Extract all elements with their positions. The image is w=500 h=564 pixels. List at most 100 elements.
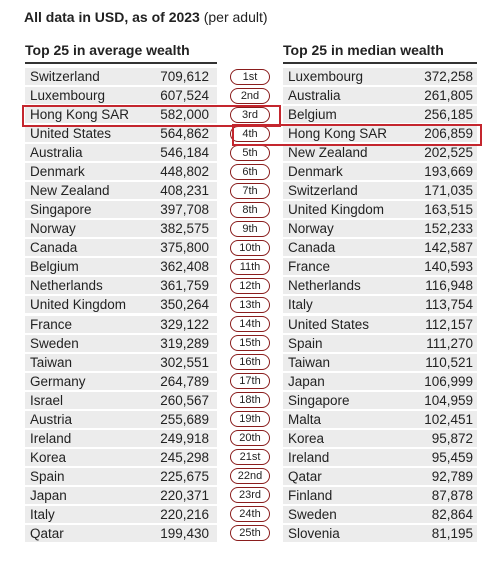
table-row: Korea 245,298 xyxy=(25,448,217,466)
table-row: Belgium 362,408 xyxy=(25,258,217,276)
country: Singapore xyxy=(288,392,350,408)
table-row: Israel 260,567 xyxy=(25,391,217,409)
rank-badge: 21st xyxy=(230,449,270,466)
country: United Kingdom xyxy=(288,202,385,218)
country: Norway xyxy=(288,221,334,237)
country: Luxembourg xyxy=(30,88,106,104)
table-row: Canada 375,800 xyxy=(25,239,217,257)
table-row: Finland 87,878 xyxy=(283,486,477,504)
table-row: Taiwan 110,521 xyxy=(283,353,477,371)
title-note: (per adult) xyxy=(203,9,268,25)
table-row: United Kingdom 350,264 xyxy=(25,296,217,314)
wealth-value: 382,575 xyxy=(160,221,209,237)
rank-badge: 7th xyxy=(230,182,270,199)
wealth-value: 350,264 xyxy=(160,297,209,313)
wealth-value: 104,959 xyxy=(424,392,473,408)
table-row: New Zealand 202,525 xyxy=(283,144,477,162)
wealth-value: 249,918 xyxy=(160,430,209,446)
country: Netherlands xyxy=(30,278,103,294)
wealth-value: 255,689 xyxy=(160,411,209,427)
country: Singapore xyxy=(30,202,92,218)
rank-badge: 22nd xyxy=(230,468,270,485)
table-row: Qatar 92,789 xyxy=(283,467,477,485)
country: Japan xyxy=(288,373,325,389)
wealth-value: 408,231 xyxy=(160,183,209,199)
rank-badge: 17th xyxy=(230,373,270,390)
rank-badge: 23rd xyxy=(230,487,270,504)
table-row: Luxembourg 607,524 xyxy=(25,87,217,105)
table-row: Switzerland 171,035 xyxy=(283,182,477,200)
country: Switzerland xyxy=(30,69,100,84)
wealth-value: 112,157 xyxy=(425,316,473,332)
country: Denmark xyxy=(30,164,85,180)
table-row: United Kingdom 163,515 xyxy=(283,201,477,219)
country: Israel xyxy=(30,392,64,408)
rank-badge: 10th xyxy=(230,239,270,256)
rank-badge: 9th xyxy=(230,220,270,237)
country: Taiwan xyxy=(288,354,331,370)
table-row: Hong Kong SAR 206,859 xyxy=(283,125,477,143)
highlight-right xyxy=(232,124,482,146)
right-rule xyxy=(283,62,477,64)
wealth-value: 152,233 xyxy=(424,221,473,237)
country: Ireland xyxy=(288,449,330,465)
table-row: Australia 261,805 xyxy=(283,87,477,105)
rank-badge: 15th xyxy=(230,335,270,352)
country: United States xyxy=(288,316,370,332)
rank-badge: 18th xyxy=(230,392,270,409)
table-row: Taiwan 302,551 xyxy=(25,353,217,371)
wealth-value: 261,805 xyxy=(424,88,473,104)
table-row: Malta 102,451 xyxy=(283,410,477,428)
table-row: Denmark 448,802 xyxy=(25,163,217,181)
wealth-value: 116,948 xyxy=(425,278,473,294)
rank-badge: 20th xyxy=(230,430,270,447)
rank-badge: 24th xyxy=(230,506,270,523)
country: Spain xyxy=(30,468,65,484)
country: Korea xyxy=(288,430,325,446)
rank-badge: 1st xyxy=(230,68,270,85)
country: Norway xyxy=(30,221,76,237)
wealth-value: 245,298 xyxy=(160,449,209,465)
wealth-value: 87,878 xyxy=(431,487,473,503)
table-row: Hong Kong SAR 582,000 xyxy=(25,106,217,124)
rank-badge: 3rd xyxy=(230,106,270,123)
rank-badge: 6th xyxy=(230,163,270,180)
country: Italy xyxy=(288,297,313,313)
wealth-value: 220,371 xyxy=(160,487,209,503)
wealth-value: 81,195 xyxy=(431,525,473,541)
rank-badge: 5th xyxy=(230,144,270,161)
wealth-value: 362,408 xyxy=(160,259,209,275)
wealth-value: 302,551 xyxy=(160,354,209,370)
table-row: Luxembourg 372,258 xyxy=(283,68,477,85)
right-heading: Top 25 in median wealth xyxy=(283,42,444,58)
country: Netherlands xyxy=(288,278,361,294)
wealth-value: 564,862 xyxy=(160,126,209,142)
country: Qatar xyxy=(30,525,64,541)
table-row: Italy 113,754 xyxy=(283,296,477,314)
wealth-value: 202,525 xyxy=(424,145,473,161)
country: Taiwan xyxy=(30,354,73,370)
table-row: Netherlands 116,948 xyxy=(283,277,477,295)
wealth-value: 206,859 xyxy=(424,126,473,142)
wealth-value: 110,521 xyxy=(425,354,473,370)
table-row: Japan 220,371 xyxy=(25,486,217,504)
country: Finland xyxy=(288,487,333,503)
table-row: Korea 95,872 xyxy=(283,429,477,447)
wealth-value: 102,451 xyxy=(424,411,473,427)
table-row: France 140,593 xyxy=(283,258,477,276)
country: Hong Kong SAR xyxy=(288,126,388,142)
table-row: Sweden 82,864 xyxy=(283,505,477,523)
table-row: Singapore 397,708 xyxy=(25,201,217,219)
table-row: Germany 264,789 xyxy=(25,372,217,390)
wealth-value: 260,567 xyxy=(160,392,209,408)
country: Korea xyxy=(30,449,67,465)
rank-badge: 2nd xyxy=(230,87,270,104)
wealth-value: 225,675 xyxy=(160,468,209,484)
country: France xyxy=(30,316,73,332)
wealth-value: 113,754 xyxy=(425,297,473,313)
rank-badge: 19th xyxy=(230,411,270,428)
country: France xyxy=(288,259,331,275)
table-row: Qatar 199,430 xyxy=(25,524,217,542)
country: Malta xyxy=(288,411,322,427)
